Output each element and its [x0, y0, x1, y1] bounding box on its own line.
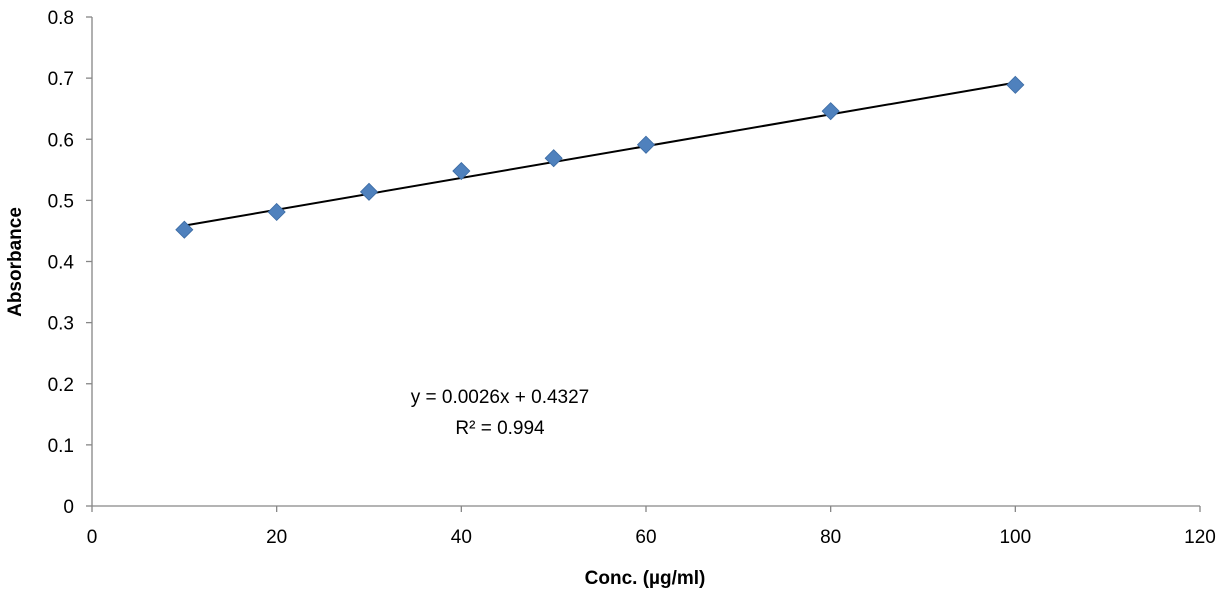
- data-points: [175, 75, 1025, 239]
- axes: [91, 17, 1200, 507]
- data-point: [544, 149, 563, 168]
- x-tick-label: 0: [87, 527, 98, 548]
- x-tick-label: 120: [1184, 527, 1216, 548]
- x-tick-label: 60: [635, 527, 656, 548]
- y-tick-label: 0.4: [48, 253, 75, 274]
- y-tick-label: 0.6: [48, 130, 74, 151]
- x-axis-title: Conc. (µg/ml): [585, 568, 706, 589]
- axis-ticks: 0 0.1 0.2 0.3 0.4 0.5 0.6 0.7 0.8 0 20 40 60 80 100 120: [48, 8, 1216, 548]
- x-tick-label: 80: [820, 527, 841, 548]
- y-tick-label: 0.2: [48, 375, 74, 396]
- r-squared-label: R² = 0.994: [455, 418, 545, 439]
- x-tick-label: 20: [266, 527, 287, 548]
- data-point: [452, 161, 471, 181]
- data-point: [821, 102, 840, 121]
- y-tick-label: 0.7: [48, 69, 74, 90]
- trendline: [184, 81, 1016, 227]
- y-tick-label: 0.3: [48, 314, 74, 335]
- x-tick-label: 40: [451, 527, 472, 548]
- data-point: [1006, 75, 1025, 94]
- x-tick-label: 100: [999, 527, 1031, 548]
- y-axis-title: Absorbance: [5, 207, 26, 317]
- trendline-equation: y = 0.0026x + 0.4327: [411, 387, 590, 408]
- data-point: [267, 202, 286, 222]
- trendline-group: [184, 81, 1016, 227]
- y-tick-label: 0.5: [48, 191, 74, 212]
- data-point: [359, 182, 379, 201]
- y-tick-label: 0.1: [48, 436, 74, 457]
- axis-labels: Conc. (µg/ml) Absorbance y = 0.0026x + 0…: [5, 207, 705, 589]
- y-tick-label: 0: [63, 497, 74, 518]
- data-point: [175, 220, 194, 239]
- y-tick-label: 0.8: [48, 8, 74, 29]
- data-point: [636, 135, 656, 154]
